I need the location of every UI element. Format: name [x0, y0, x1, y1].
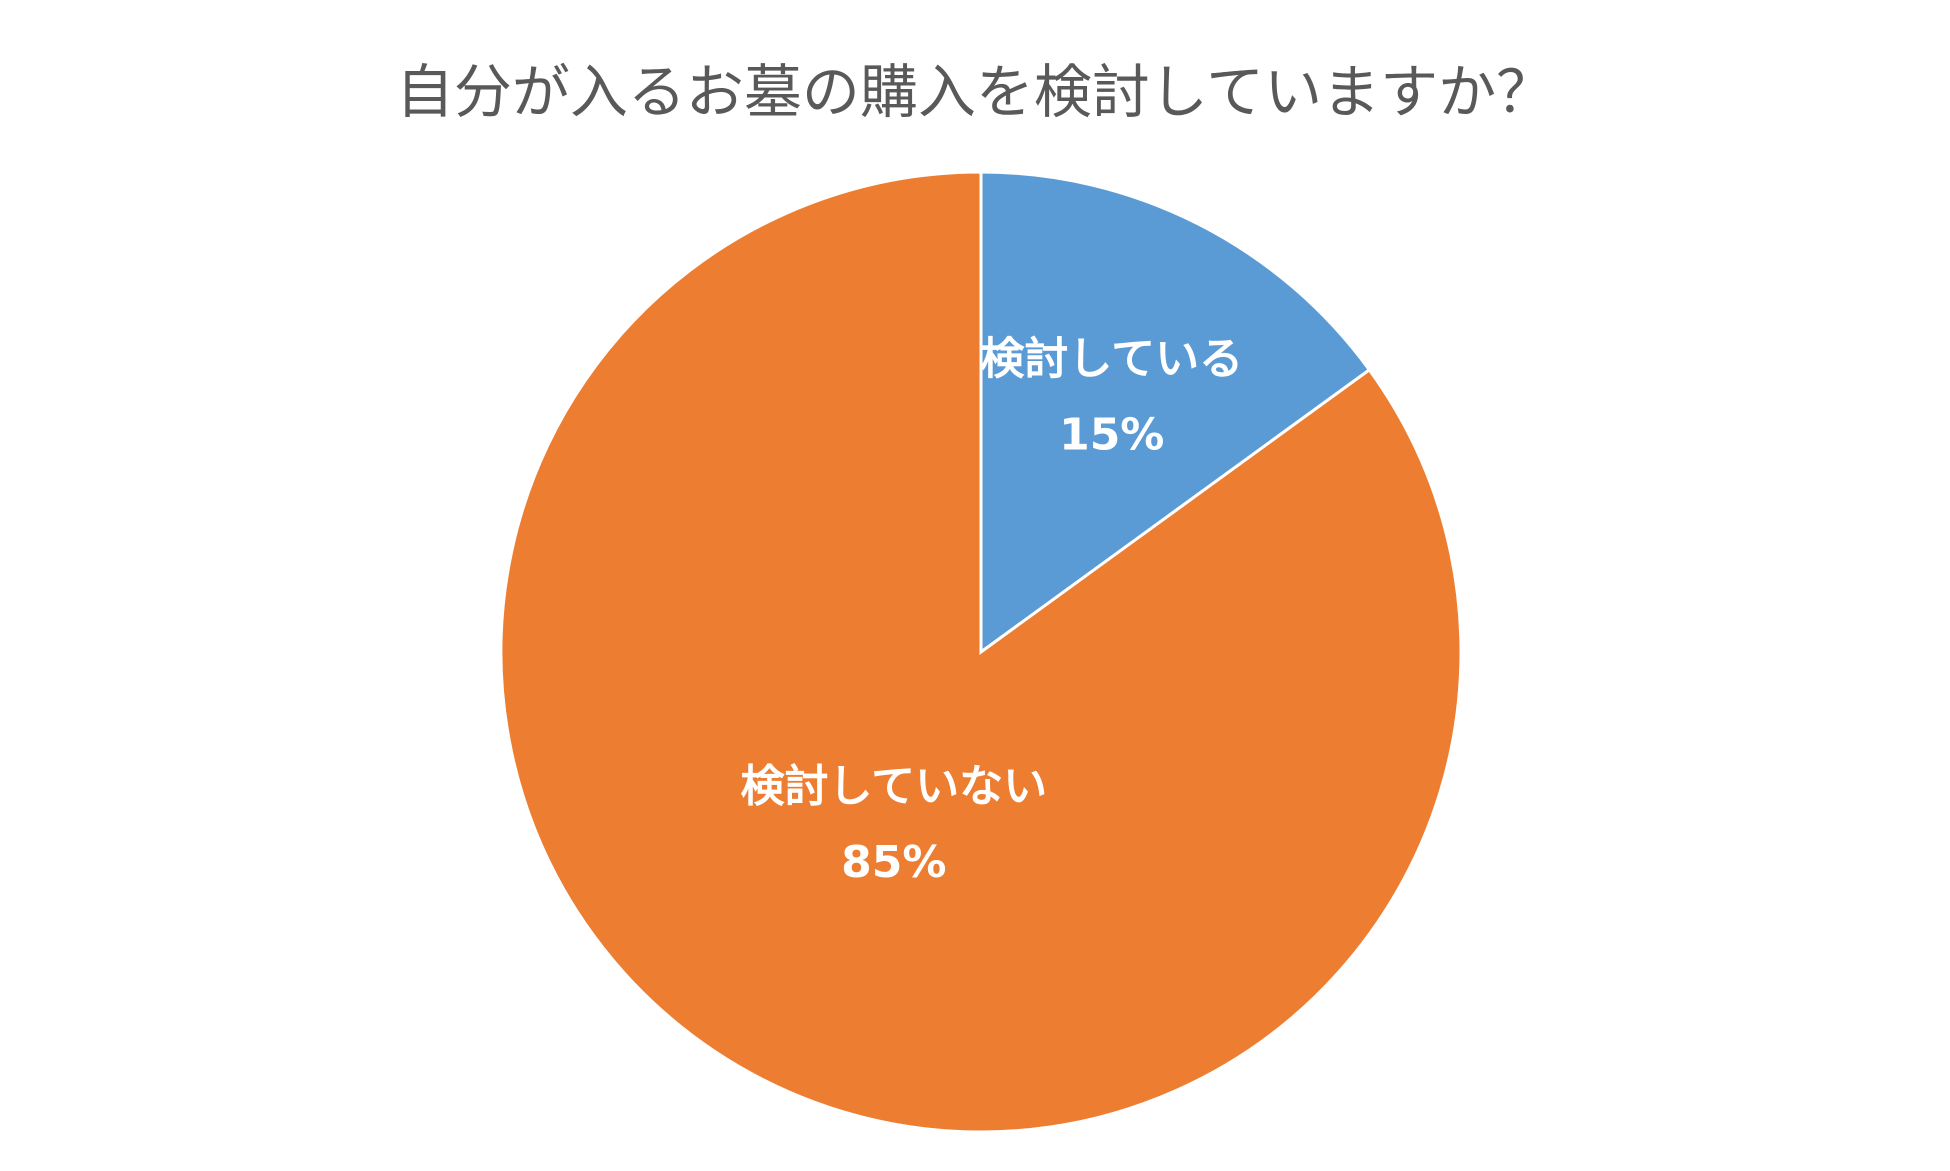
chart-title: 自分が入るお墓の購入を検討していますか？: [396, 58, 1554, 126]
slice-label: 検討していない: [740, 761, 1047, 812]
pie-slice: [979, 170, 1372, 655]
slice-value: 85%: [841, 837, 946, 888]
pie-slice: [499, 170, 1463, 1134]
slice-value: 15%: [1059, 409, 1164, 460]
slice-label: 検討している: [980, 333, 1243, 384]
